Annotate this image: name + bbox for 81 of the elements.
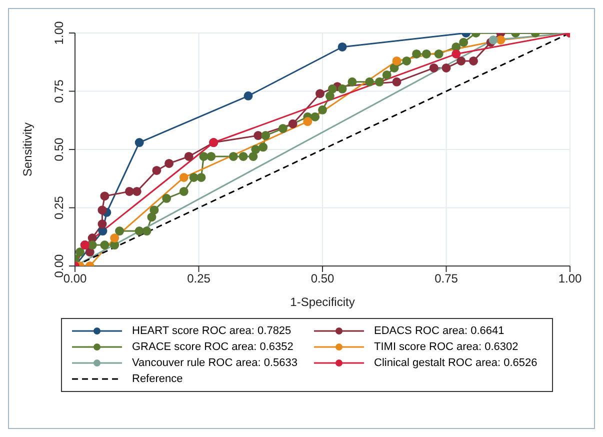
point (288, 119, 298, 128)
x-tick-label: 0.75 (434, 272, 458, 286)
point (303, 117, 312, 126)
x-tick-label: 1.00 (558, 272, 582, 286)
point (316, 89, 325, 98)
point (75, 248, 84, 257)
legend-label: Clinical gestalt ROC area: 0.6526 (374, 357, 538, 369)
point (228, 152, 238, 161)
point (442, 63, 451, 72)
point (251, 145, 260, 154)
y-axis-title: Sensitivity (20, 122, 34, 177)
point (199, 152, 208, 161)
point (150, 206, 159, 215)
point (115, 226, 124, 236)
legend-label: HEART score ROC area: 0.7825 (132, 325, 292, 337)
point (100, 240, 110, 250)
point (124, 186, 134, 196)
point (100, 192, 110, 201)
point (434, 49, 444, 58)
y-tick-label: 0.50 (52, 138, 66, 162)
point (365, 77, 374, 86)
point (152, 166, 162, 175)
point (261, 131, 270, 140)
point (338, 84, 347, 94)
point (258, 142, 268, 152)
point (162, 194, 172, 203)
point (134, 138, 144, 148)
point (189, 172, 198, 182)
point (134, 226, 144, 236)
point (142, 226, 152, 236)
point (196, 172, 206, 182)
point (496, 35, 506, 44)
point (488, 35, 498, 44)
point (132, 186, 142, 196)
point (206, 152, 216, 161)
point (429, 63, 438, 72)
point (374, 77, 384, 86)
legend-label: TIMI score ROC area: 0.6302 (374, 341, 518, 353)
point (338, 42, 347, 52)
x-tick-label: 0.50 (310, 272, 334, 286)
point (98, 220, 107, 229)
point (184, 152, 194, 161)
point (147, 212, 156, 222)
point (325, 91, 334, 100)
point (248, 152, 258, 161)
y-tick-label: 1.00 (52, 21, 66, 45)
x-tick-label: 0.00 (63, 272, 87, 286)
point (459, 38, 468, 47)
point (412, 49, 422, 58)
x-tick-label: 0.25 (187, 272, 211, 286)
x-axis-title: 1-Specificity (290, 295, 355, 309)
point (390, 63, 399, 72)
point (179, 186, 188, 196)
legend-label: Vancouver rule ROC area: 0.5633 (132, 357, 298, 369)
point (318, 105, 327, 114)
y-tick-label: 0.25 (52, 196, 66, 220)
legend-label: Reference (132, 373, 183, 385)
point (110, 234, 120, 243)
point (310, 112, 320, 122)
point (452, 49, 461, 58)
point (88, 240, 97, 250)
point (402, 56, 412, 66)
point (244, 91, 253, 100)
legend-label: GRACE score ROC area: 0.6352 (132, 341, 294, 353)
point (238, 152, 248, 161)
legend-label: EDACS ROC area: 0.6641 (374, 325, 504, 337)
point (392, 56, 402, 66)
point (382, 70, 392, 80)
point (456, 56, 466, 66)
point (422, 49, 431, 58)
point (392, 77, 402, 86)
point (164, 158, 174, 168)
point (468, 56, 478, 66)
point (328, 84, 337, 94)
point (348, 77, 357, 86)
point (254, 131, 263, 140)
point (179, 172, 188, 182)
point (98, 206, 107, 215)
y-tick-label: 0.75 (52, 79, 66, 103)
point (85, 248, 94, 257)
point (278, 124, 288, 134)
